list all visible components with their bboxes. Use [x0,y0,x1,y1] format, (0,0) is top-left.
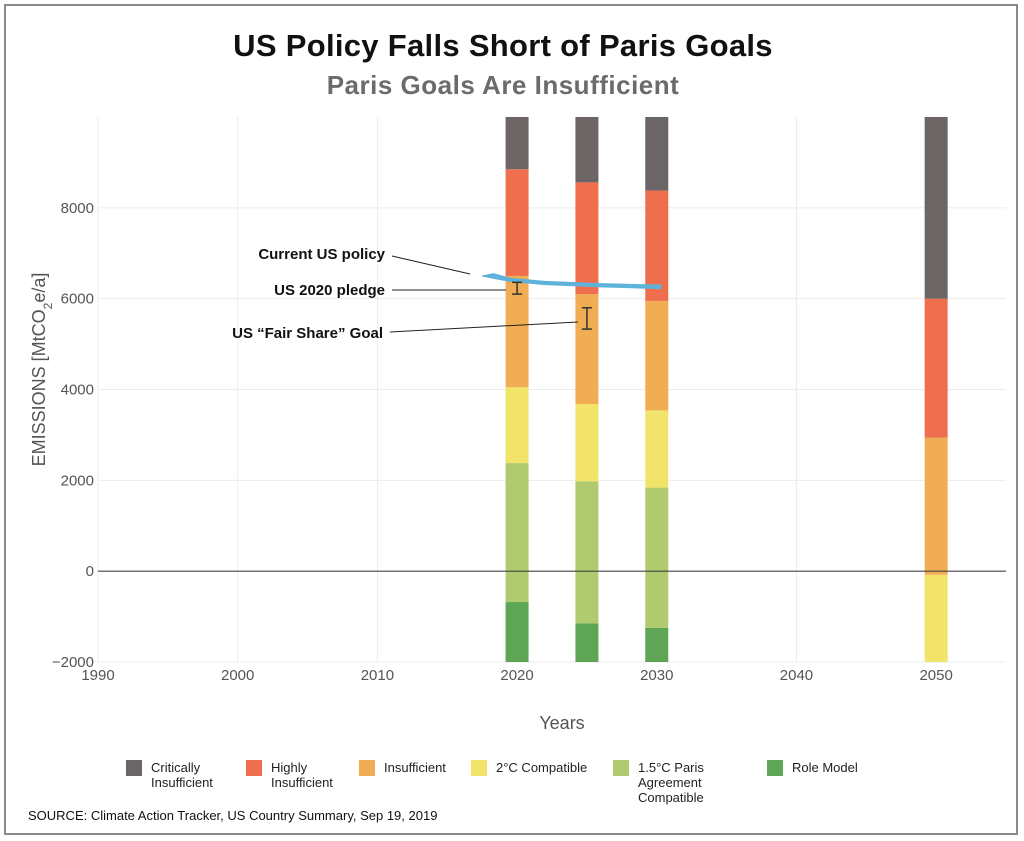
legend-label: Highly Insufficient [271,760,333,790]
x-tick-label: 2050 [919,667,952,684]
bar-segment [575,404,599,482]
bar-segment [645,117,669,191]
legend-item: Insufficient [359,760,471,805]
legend-swatch [246,760,262,776]
chart-subtitle: Paris Goals Are Insufficient [326,70,680,100]
x-tick-label: 2000 [221,667,254,684]
source-note: SOURCE: Climate Action Tracker, US Count… [28,808,438,823]
bar-segment [645,487,669,628]
bar-segment [575,481,599,624]
legend-item: Critically Insufficient [126,760,246,805]
fair-share-label: US “Fair Share” Goal [232,325,383,342]
y-tick-label: 4000 [61,382,94,399]
legend-item: 2°C Compatible [471,760,613,805]
bar-segment [505,117,529,170]
bar-segment [505,275,529,388]
bar-segment [575,294,599,405]
current-policy-leader [391,255,471,275]
x-tick-label: 1990 [81,667,114,684]
bar-segment [924,298,948,438]
bar-segment [645,300,669,411]
bar-segment [645,190,669,301]
legend-label: Insufficient [384,760,446,775]
x-tick-label: 2030 [640,667,673,684]
bar-segment [575,117,599,183]
y-tick-label: −2000 [52,654,94,671]
legend-label: Role Model [792,760,858,775]
bar-segment [924,117,948,299]
bar-segment [924,574,948,662]
bar-segment [645,627,669,662]
legend-label: 1.5°C Paris Agreement Compatible [638,760,704,805]
current-policy-band [482,273,662,290]
legend-swatch [767,760,783,776]
bar-segment [505,602,529,662]
legend-swatch [126,760,142,776]
legend-label: Critically Insufficient [151,760,213,790]
current-policy-label: Current US policy [258,246,385,263]
legend-swatch [359,760,375,776]
bar-segment [924,437,948,575]
chart-legend: Critically Insufficient Highly Insufficie… [126,760,887,805]
bar-segment [505,169,529,276]
y-tick-label: 8000 [61,200,94,217]
legend-item: Highly Insufficient [246,760,359,805]
legend-label: 2°C Compatible [496,760,588,775]
pledge-2020-label: US 2020 pledge [274,282,385,299]
y-tick-label: 6000 [61,291,94,308]
y-tick-label: 2000 [61,472,94,489]
x-tick-label: 2020 [500,667,533,684]
legend-item: 1.5°C Paris Agreement Compatible [613,760,767,805]
x-tick-label: 2010 [361,667,394,684]
legend-swatch [613,760,629,776]
bar-segment [575,623,599,662]
y-axis-title: EMISSIONS [MtCO2e/a] [29,273,55,467]
bar-segment [505,463,529,603]
x-tick-label: 2040 [780,667,813,684]
y-tick-label: 0 [86,563,94,580]
legend-item: Role Model [767,760,887,805]
bar-segment [645,410,669,488]
legend-swatch [471,760,487,776]
chart-title: US Policy Falls Short of Paris Goals [233,28,773,63]
x-axis-title: Years [539,713,584,733]
bar-segment [505,387,529,464]
fair-share-leader [389,321,579,333]
bar-segment [575,182,599,295]
